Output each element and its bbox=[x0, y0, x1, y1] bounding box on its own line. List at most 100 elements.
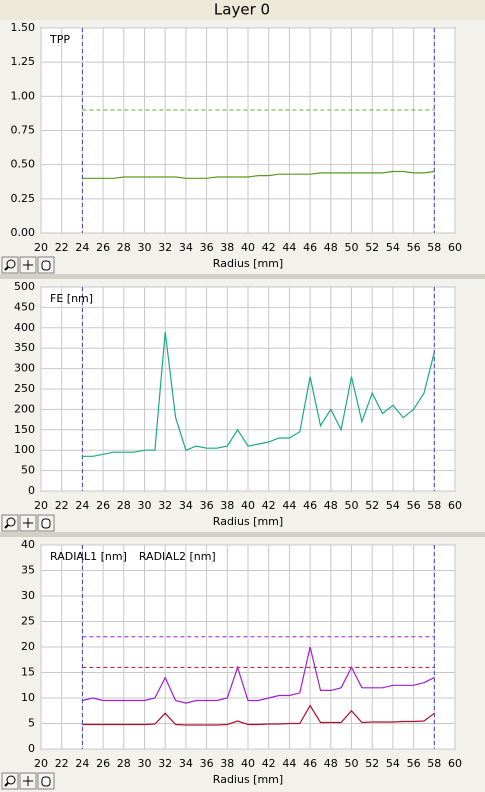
x-tick-label: 28 bbox=[117, 757, 131, 770]
x-tick-label: 38 bbox=[220, 499, 234, 512]
legend-entry: RADIAL2 [nm] bbox=[139, 550, 216, 563]
zoom-button[interactable] bbox=[1, 256, 19, 274]
x-tick-label: 22 bbox=[55, 241, 69, 254]
x-tick-label: 44 bbox=[282, 241, 296, 254]
x-tick-label: 44 bbox=[282, 499, 296, 512]
y-tick-label: 450 bbox=[14, 300, 35, 313]
x-tick-label: 22 bbox=[55, 757, 69, 770]
data-line bbox=[82, 646, 435, 704]
x-tick-label: 48 bbox=[324, 499, 338, 512]
y-tick-label: 1.50 bbox=[11, 21, 36, 34]
x-tick-label: 36 bbox=[200, 499, 214, 512]
zoom-icon bbox=[6, 259, 16, 269]
x-tick-label: 30 bbox=[138, 241, 152, 254]
chart-panel: 0.00 0.25 0.50 0.75 1.00 1.25 1.50 20 22 24 26 28 30… bbox=[0, 20, 485, 279]
x-tick-label: 36 bbox=[200, 757, 214, 770]
x-tick-label: 54 bbox=[386, 757, 400, 770]
x-tick-label: 40 bbox=[241, 241, 255, 254]
zoom-icon bbox=[4, 524, 9, 529]
x-tick-label: 52 bbox=[365, 241, 379, 254]
x-tick-label: 26 bbox=[96, 241, 110, 254]
x-tick-label: 56 bbox=[407, 499, 421, 512]
zoom-button[interactable] bbox=[1, 514, 19, 532]
y-tick-label: 400 bbox=[14, 321, 35, 334]
y-tick-label: 250 bbox=[14, 382, 35, 395]
chart-panel: 0 5 10 15 20 25 30 35 40 20 22 24 26 28 30 32 34 36 38 40 42… bbox=[0, 537, 485, 792]
x-tick-label: 48 bbox=[324, 757, 338, 770]
x-tick-label: 38 bbox=[220, 757, 234, 770]
x-tick-label: 58 bbox=[427, 499, 441, 512]
pan-icon bbox=[41, 260, 51, 271]
y-tick-label: 300 bbox=[14, 362, 35, 375]
x-tick-label: 56 bbox=[407, 241, 421, 254]
x-tick-label: 20 bbox=[34, 241, 48, 254]
x-tick-label: 32 bbox=[158, 499, 172, 512]
chart-panel: 0 50 100 150 200 250 300 350 400 450 500 20 22 24 26 28… bbox=[0, 279, 485, 537]
y-tick-label: 10 bbox=[21, 691, 35, 704]
y-tick-label: 1.00 bbox=[11, 89, 36, 102]
y-tick-label: 5 bbox=[28, 717, 35, 730]
x-tick-label: 20 bbox=[34, 499, 48, 512]
y-tick-label: 35 bbox=[21, 564, 35, 577]
y-tick-label: 0 bbox=[28, 484, 35, 497]
toolbar bbox=[1, 514, 55, 532]
x-axis-label: Radius [mm] bbox=[213, 257, 283, 270]
x-tick-label: 50 bbox=[345, 241, 359, 254]
y-tick-label: 350 bbox=[14, 341, 35, 354]
zoom-button[interactable] bbox=[1, 772, 19, 790]
x-axis-label: Radius [mm] bbox=[213, 773, 283, 786]
legend-entry: TPP bbox=[49, 33, 70, 46]
y-tick-label: 150 bbox=[14, 423, 35, 436]
data-line bbox=[82, 704, 435, 726]
legend-entry: FE [nm] bbox=[50, 292, 93, 305]
x-tick-label: 46 bbox=[303, 499, 317, 512]
data-line bbox=[82, 170, 435, 179]
y-tick-label: 0.25 bbox=[11, 192, 36, 205]
x-tick-label: 44 bbox=[282, 757, 296, 770]
splitter bbox=[0, 274, 485, 279]
x-tick-label: 58 bbox=[427, 241, 441, 254]
x-tick-label: 60 bbox=[448, 499, 462, 512]
x-tick-label: 30 bbox=[138, 757, 152, 770]
x-tick-label: 56 bbox=[407, 757, 421, 770]
y-tick-label: 40 bbox=[21, 538, 35, 551]
y-tick-label: 200 bbox=[14, 402, 35, 415]
x-tick-label: 34 bbox=[179, 241, 193, 254]
y-tick-label: 1.25 bbox=[11, 55, 36, 68]
x-tick-label: 54 bbox=[386, 499, 400, 512]
x-tick-label: 24 bbox=[75, 499, 89, 512]
x-tick-label: 38 bbox=[220, 241, 234, 254]
splitter bbox=[0, 532, 485, 537]
x-tick-label: 50 bbox=[345, 499, 359, 512]
y-tick-label: 0.00 bbox=[11, 226, 36, 239]
y-tick-label: 20 bbox=[21, 640, 35, 653]
x-tick-label: 42 bbox=[262, 241, 276, 254]
pan-icon bbox=[41, 518, 51, 529]
y-tick-label: 30 bbox=[21, 589, 35, 602]
x-tick-label: 40 bbox=[241, 499, 255, 512]
zoom-icon bbox=[6, 775, 16, 785]
x-tick-label: 20 bbox=[34, 757, 48, 770]
x-tick-label: 42 bbox=[262, 757, 276, 770]
toolbar bbox=[1, 256, 55, 274]
x-tick-label: 34 bbox=[179, 757, 193, 770]
x-tick-label: 30 bbox=[138, 499, 152, 512]
y-tick-label: 0 bbox=[28, 742, 35, 755]
x-tick-label: 60 bbox=[448, 757, 462, 770]
x-tick-label: 26 bbox=[96, 757, 110, 770]
x-tick-label: 40 bbox=[241, 757, 255, 770]
x-tick-label: 28 bbox=[117, 499, 131, 512]
x-tick-label: 28 bbox=[117, 241, 131, 254]
data-line bbox=[82, 331, 435, 457]
x-tick-label: 58 bbox=[427, 757, 441, 770]
x-tick-label: 24 bbox=[75, 241, 89, 254]
y-tick-label: 500 bbox=[14, 280, 35, 293]
zoom-icon bbox=[6, 517, 16, 527]
x-tick-label: 48 bbox=[324, 241, 338, 254]
title-bar bbox=[0, 0, 485, 20]
pan-icon bbox=[41, 776, 51, 787]
x-tick-label: 32 bbox=[158, 757, 172, 770]
y-tick-label: 25 bbox=[21, 615, 35, 628]
x-tick-label: 22 bbox=[55, 499, 69, 512]
